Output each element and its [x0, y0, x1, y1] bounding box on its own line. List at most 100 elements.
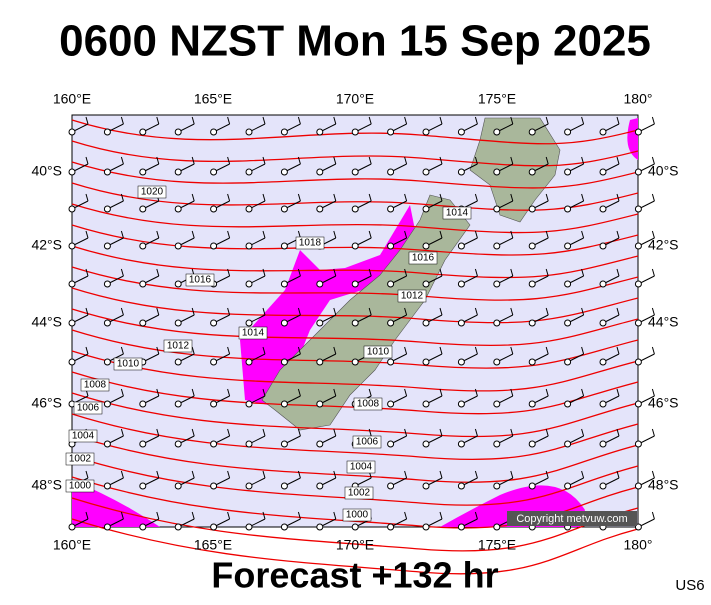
rain-area [240, 205, 418, 405]
lon-label-bottom: 170°E [336, 537, 374, 553]
wind-barb [651, 193, 655, 202]
station [564, 128, 572, 136]
station [564, 168, 572, 176]
wind-barb [474, 116, 478, 125]
wind-barb [404, 230, 408, 239]
isobar [71, 224, 639, 256]
station [387, 440, 395, 448]
station [387, 400, 395, 408]
station [493, 358, 501, 366]
lon-label-bottom: 165°E [194, 537, 232, 553]
station [245, 482, 253, 490]
isobar-label-box [80, 378, 110, 392]
isobar-label-box [342, 508, 372, 522]
wind-barb [651, 428, 655, 437]
station [634, 205, 642, 213]
wind-barb [191, 346, 195, 355]
station [634, 280, 642, 288]
wind-barb [510, 116, 514, 125]
isobar-label-box [442, 206, 472, 220]
station [280, 440, 288, 448]
wind-barb [120, 116, 124, 125]
wind-barb [120, 156, 124, 165]
station [599, 358, 607, 366]
station [280, 242, 288, 250]
isobar-label: 1018 [299, 238, 322, 249]
station [103, 128, 111, 136]
wind-barb [404, 193, 408, 202]
wind-barb [404, 388, 408, 397]
wind-barb [439, 388, 443, 397]
isobar-label: 1016 [189, 275, 212, 286]
wind-barb [191, 307, 195, 316]
isobar [71, 308, 639, 347]
wind-barb [297, 428, 301, 437]
wind-barb [85, 346, 89, 355]
wind-barb [510, 193, 514, 202]
wind-barb [120, 193, 124, 202]
station [387, 280, 395, 288]
lat-label-left: 42°S [31, 237, 62, 253]
station [528, 128, 536, 136]
wind-barb [368, 307, 372, 316]
station [528, 319, 536, 327]
wind-barb [651, 346, 655, 355]
wind-barb [651, 268, 655, 277]
isobar-label-box [397, 289, 427, 303]
station [280, 482, 288, 490]
wind-barb [651, 116, 655, 125]
station [103, 482, 111, 490]
wind-barb [439, 116, 443, 125]
station [599, 482, 607, 490]
wind-barb [297, 156, 301, 165]
wind-barb [510, 470, 514, 479]
station [103, 440, 111, 448]
station [245, 168, 253, 176]
station [564, 440, 572, 448]
wind-barb [227, 116, 231, 125]
wind-barb [616, 470, 620, 479]
map-area: 1020 1018 1016 1014 1012 1010 1008 1006 1004 1002… [65, 116, 655, 575]
station [210, 482, 218, 490]
wind-barb [545, 307, 549, 316]
isobar-label-box [352, 435, 382, 449]
wind-barb [581, 346, 585, 355]
station [280, 205, 288, 213]
wind-barb [333, 511, 337, 520]
isobar-label: 1006 [77, 403, 100, 414]
isobar-label: 1002 [348, 488, 371, 499]
wind-barb [85, 230, 89, 239]
wind-barb [120, 470, 124, 479]
isobar-label: 1002 [69, 454, 92, 465]
isobar [71, 329, 639, 369]
wind-barb [368, 193, 372, 202]
wind-barb [262, 511, 266, 520]
isobar [71, 413, 639, 461]
station [68, 128, 76, 136]
wind-barb [156, 156, 160, 165]
wind-barb [191, 388, 195, 397]
wind-barb [262, 388, 266, 397]
lat-label-right: 46°S [648, 395, 679, 411]
wind-barb [545, 156, 549, 165]
station [457, 523, 465, 531]
wind-barb [333, 470, 337, 479]
wind-barb [262, 307, 266, 316]
wind-barb [404, 470, 408, 479]
station [139, 242, 147, 250]
wind-barb [120, 388, 124, 397]
station [528, 440, 536, 448]
wind-barb [368, 268, 372, 277]
station [422, 280, 430, 288]
wind-barb [227, 388, 231, 397]
station [564, 280, 572, 288]
station [174, 168, 182, 176]
station [528, 400, 536, 408]
wind-barb [510, 307, 514, 316]
station [245, 523, 253, 531]
station [103, 400, 111, 408]
station [457, 280, 465, 288]
station [103, 319, 111, 327]
station [316, 205, 324, 213]
wind-barb [581, 428, 585, 437]
